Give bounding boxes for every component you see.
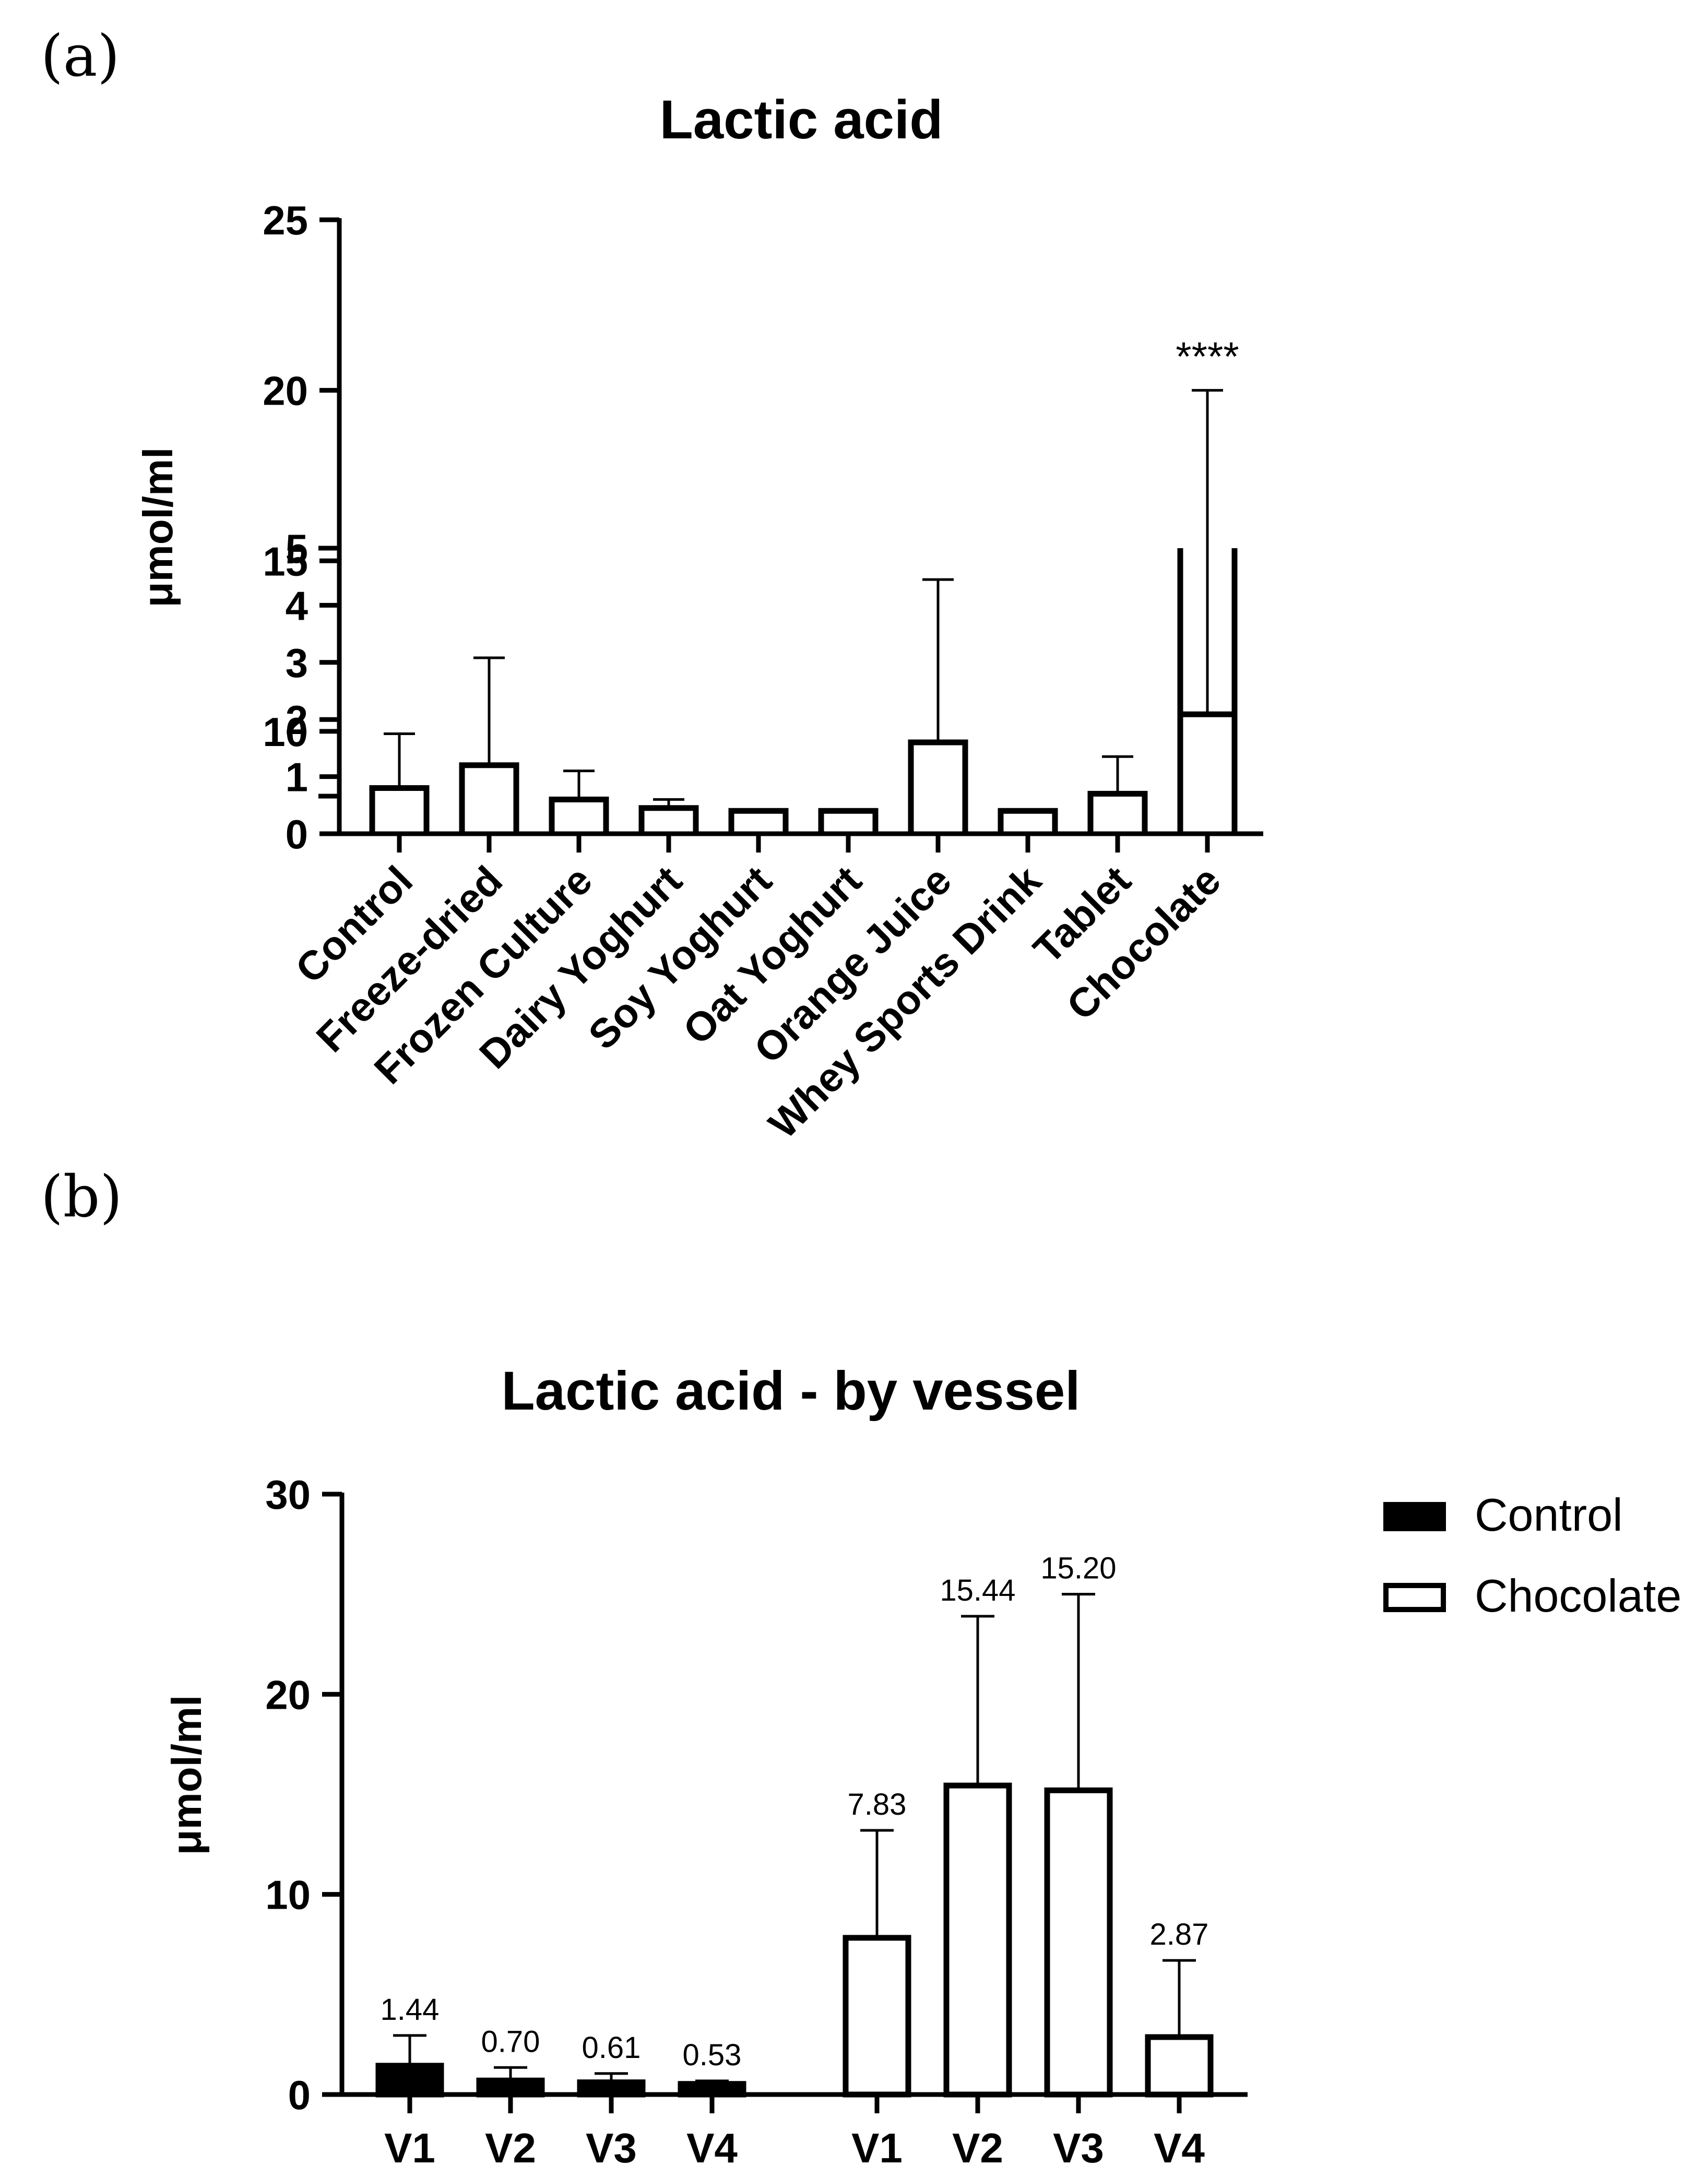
significance-annotation: ****	[1176, 334, 1239, 380]
chart-a-ylabel: μmol/ml	[135, 447, 181, 608]
chart-a-bars: ****	[369, 334, 1239, 834]
y-tick-label: 0	[286, 811, 308, 857]
chart-b-title: Lactic acid - by vessel	[502, 1360, 1081, 1422]
data-label: 0.53	[683, 2038, 742, 2072]
bar-control-v4	[678, 2081, 746, 2098]
x-tick-label: V1	[851, 2125, 903, 2171]
x-tick-label: V3	[1053, 2125, 1104, 2171]
data-label: 15.20	[1040, 1552, 1116, 1586]
bar-dairy-yoghurt	[638, 805, 699, 834]
x-tick-label: V2	[485, 2125, 536, 2171]
bar-frozen-culture	[549, 796, 609, 834]
legend-label-control: Control	[1475, 1489, 1623, 1541]
y-tick-label: 20	[263, 368, 308, 414]
bar-whey-sports-drink	[998, 808, 1058, 834]
y-tick-label: 1	[286, 754, 308, 800]
y-tick-label: 3	[286, 640, 308, 686]
panel-a-label: (a)	[41, 22, 120, 89]
data-label: 15.44	[940, 1573, 1015, 1607]
data-label: 7.83	[848, 1788, 907, 1821]
y-tick-label: 0	[288, 2072, 311, 2118]
chart-b-bars: 1.44 0.70 0.61 0.53 7.83 15.44 15.20 2.87	[375, 1552, 1214, 2098]
bar-chocolate-v2	[943, 1782, 1012, 2098]
data-label: 2.87	[1150, 1918, 1209, 1951]
panel-b-label: (b)	[41, 1163, 122, 1230]
chart-b-legend: Control Chocolate	[1383, 1489, 1681, 1622]
y-tick-label: 25	[263, 197, 308, 243]
bar-tablet	[1087, 790, 1148, 834]
x-tick-label: V3	[586, 2125, 637, 2171]
bar-control	[369, 785, 430, 834]
legend-swatch-chocolate	[1383, 1583, 1446, 1612]
bar-freeze-dried	[459, 762, 519, 834]
x-tick-label: V2	[952, 2125, 1003, 2171]
y-tick-label: 30	[265, 1472, 311, 1518]
bar-control-v1	[375, 2063, 444, 2098]
bar-chocolate-upper	[1177, 711, 1238, 797]
x-tick-label: V1	[384, 2125, 435, 2171]
bar-oat-yoghurt	[818, 808, 879, 834]
y-tick-label: 2	[286, 697, 308, 743]
bar-control-v3	[577, 2079, 646, 2098]
y-tick-label: 10	[265, 1872, 311, 1918]
y-tick-label: 5	[286, 526, 308, 572]
y-tick-label: 20	[265, 1672, 311, 1718]
y-tick-label: 10	[263, 709, 308, 755]
bar-chocolate-v1	[843, 1935, 911, 2098]
bar-soy-yoghurt	[728, 808, 789, 834]
chart-a-title: Lactic acid	[660, 89, 943, 150]
chart-a-axes: 0 1 2 3 4 5 10 15 20 25	[263, 197, 1263, 857]
y-tick-label: 15	[263, 538, 308, 584]
data-label: 0.70	[481, 2025, 540, 2058]
chart-b-ylabel: μmol/ml	[163, 1695, 210, 1855]
bar-orange-juice	[908, 739, 968, 834]
legend-label-chocolate: Chocolate	[1475, 1570, 1681, 1622]
bar-chocolate-v4	[1145, 2034, 1214, 2098]
bar-chocolate-v3	[1044, 1787, 1113, 2098]
x-tick-label: V4	[686, 2125, 738, 2171]
data-label: 0.61	[582, 2031, 641, 2065]
legend-swatch-control	[1383, 1502, 1446, 1531]
data-label: 1.44	[381, 1993, 440, 2027]
y-tick-label: 4	[286, 583, 308, 629]
chart-b: Lactic acid - by vessel μmol/ml 0 10 20 30 V…	[163, 1360, 1681, 2171]
x-tick-label: V4	[1154, 2125, 1205, 2171]
bar-control-v2	[476, 2077, 545, 2098]
